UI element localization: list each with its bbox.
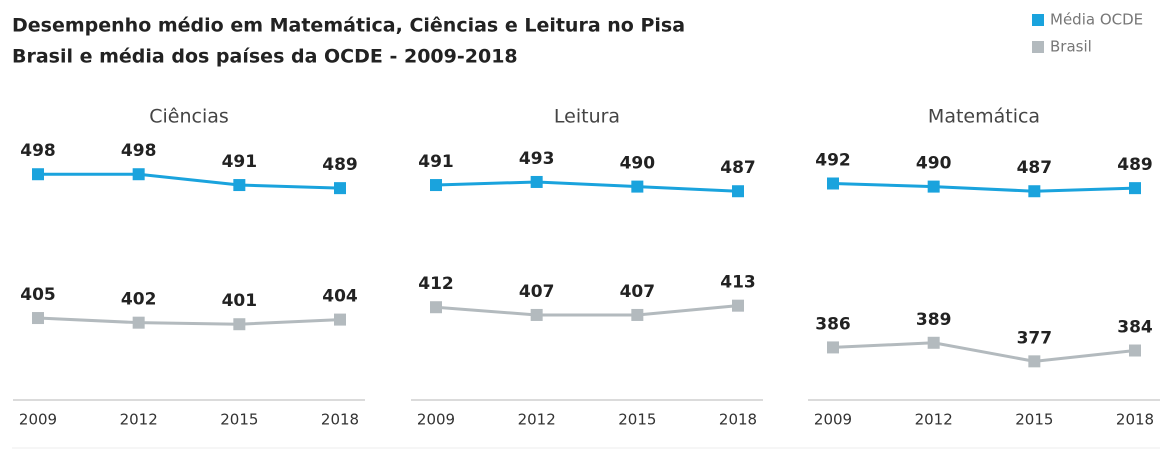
- chart-subtitle: Brasil e média dos países da OCDE - 2009…: [12, 46, 518, 68]
- x-tick-label: 2015: [1015, 411, 1053, 429]
- x-tick-label: 2009: [19, 411, 57, 429]
- point-marker: [927, 336, 940, 349]
- value-label: 491: [222, 152, 258, 172]
- point-marker: [732, 299, 744, 312]
- point-marker: [530, 308, 543, 321]
- point-marker: [827, 341, 839, 354]
- chart-title: Desempenho médio em Matemática, Ciências…: [12, 15, 685, 37]
- value-label: 412: [418, 274, 454, 294]
- value-label: 489: [1117, 155, 1153, 175]
- value-label: 404: [322, 287, 358, 307]
- value-label: 407: [620, 282, 656, 302]
- series-line: [832, 341, 1136, 363]
- point-marker: [1028, 355, 1041, 368]
- panel-title: Matemática: [928, 106, 1040, 128]
- value-label: 413: [720, 273, 756, 293]
- value-label: 498: [121, 141, 157, 161]
- value-label: 489: [322, 155, 358, 175]
- x-tick-label: 2009: [417, 411, 455, 429]
- point-marker: [334, 313, 346, 326]
- series-line: [435, 180, 739, 193]
- value-label: 491: [418, 152, 454, 172]
- point-marker: [1129, 182, 1141, 195]
- value-label: 401: [222, 291, 258, 311]
- value-label: 493: [519, 149, 555, 169]
- value-label: 490: [620, 154, 656, 174]
- point-marker: [927, 180, 940, 193]
- point-marker: [132, 316, 145, 329]
- value-label: 490: [916, 154, 952, 174]
- value-label: 487: [1017, 158, 1053, 178]
- value-label: 498: [20, 141, 56, 161]
- x-tick-label: 2012: [915, 411, 953, 429]
- point-marker: [32, 168, 44, 181]
- x-tick-label: 2012: [120, 411, 158, 429]
- point-marker: [430, 179, 442, 192]
- legend-swatch: [1032, 41, 1044, 53]
- point-marker: [334, 182, 346, 195]
- value-label: 386: [815, 314, 851, 334]
- x-tick-label: 2018: [1116, 411, 1154, 429]
- point-marker: [631, 180, 644, 193]
- point-marker: [827, 177, 839, 190]
- x-tick-label: 2015: [220, 411, 258, 429]
- series-line: [435, 304, 739, 317]
- value-label: 389: [916, 310, 952, 330]
- value-label: 384: [1117, 318, 1153, 338]
- panel-title: Leitura: [554, 106, 620, 128]
- x-tick-label: 2015: [618, 411, 656, 429]
- value-label: 405: [20, 285, 56, 305]
- x-tick-label: 2018: [719, 411, 757, 429]
- series-line: [37, 316, 341, 326]
- x-tick-label: 2012: [518, 411, 556, 429]
- point-marker: [631, 308, 644, 321]
- value-label: 487: [720, 158, 756, 178]
- point-marker: [32, 312, 44, 325]
- x-tick-label: 2009: [814, 411, 852, 429]
- point-marker: [132, 168, 145, 181]
- x-tick-label: 2018: [321, 411, 359, 429]
- value-label: 377: [1017, 328, 1053, 348]
- legend-swatch: [1032, 14, 1044, 26]
- legend-label: Média OCDE: [1050, 11, 1143, 29]
- value-label: 402: [121, 290, 157, 310]
- value-label: 492: [815, 151, 851, 171]
- series-line: [38, 172, 341, 190]
- panel-title: Ciências: [149, 106, 229, 128]
- value-label: 407: [519, 282, 555, 302]
- point-marker: [1028, 185, 1041, 198]
- series-line: [832, 182, 1136, 193]
- legend-label: Brasil: [1050, 38, 1092, 56]
- point-marker: [530, 175, 543, 188]
- point-marker: [430, 301, 442, 314]
- point-marker: [233, 318, 246, 331]
- point-marker: [1129, 344, 1141, 357]
- point-marker: [732, 185, 744, 198]
- point-marker: [233, 179, 246, 192]
